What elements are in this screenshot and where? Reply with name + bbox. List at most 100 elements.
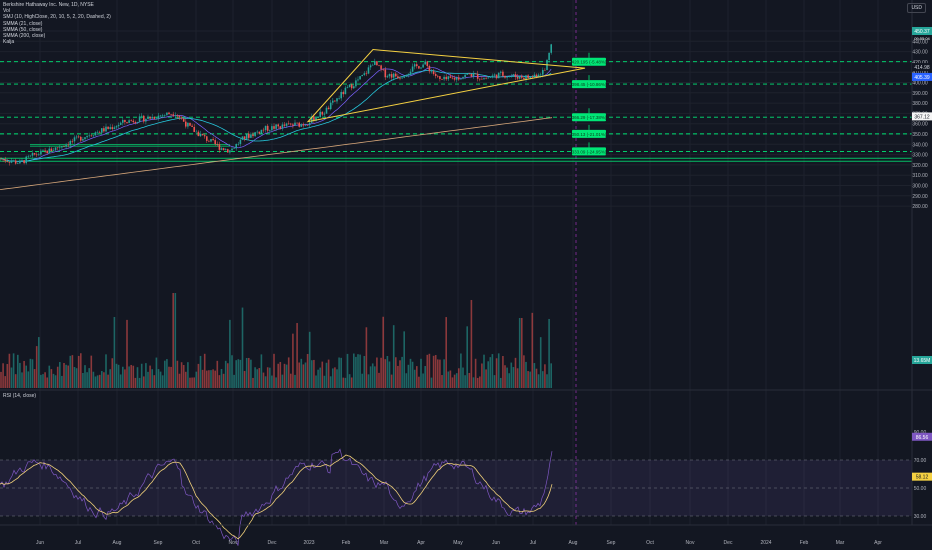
volume-bar <box>25 365 27 388</box>
time-label: Mar <box>836 540 845 546</box>
volume-bar <box>63 362 65 388</box>
candle-body <box>153 116 156 119</box>
candle-body <box>512 74 515 76</box>
volume-bar <box>220 368 223 388</box>
price-tag-low-bg <box>912 112 932 121</box>
candle-body <box>424 61 426 65</box>
volume-bar <box>266 367 269 388</box>
price-tag-blue-bg <box>912 72 932 81</box>
symbol-title[interactable]: Berkshire Hathaway Inc. New, 1D, NYSE <box>3 2 94 8</box>
volume-bar <box>392 325 395 388</box>
volume-bar <box>497 353 500 388</box>
volume-bar <box>506 367 508 388</box>
candle-body <box>443 76 445 80</box>
volume-bar <box>386 355 389 388</box>
indicator-smma-21[interactable]: SMMA (21, close) <box>3 20 43 27</box>
rsi-title[interactable]: RSI (14, close) <box>3 393 37 399</box>
candle-body <box>88 135 90 137</box>
price-tag-mid: 414.98 <box>914 65 930 71</box>
candle-body <box>138 116 141 123</box>
price-label: 440.00 <box>912 39 928 45</box>
candle-body <box>535 74 538 77</box>
candle-body <box>52 150 55 152</box>
volume-bar <box>531 312 534 388</box>
candle-body <box>140 115 143 117</box>
volume-bar <box>176 360 179 388</box>
indicator-smj[interactable]: SMJ (10, HighClose, 20, 10, 5, 2, 20, Da… <box>3 14 111 21</box>
candle-body <box>313 116 315 121</box>
volume-bar <box>229 319 231 388</box>
volume-bar <box>52 373 55 388</box>
indicator-kalja[interactable]: Kalja <box>3 39 15 46</box>
volume-bar <box>283 363 286 388</box>
volume-bar <box>252 377 254 388</box>
candle-body <box>544 69 546 71</box>
volume-bar <box>550 363 552 388</box>
candle-body <box>103 128 105 132</box>
volume-bar <box>542 371 544 388</box>
price-tag-low: 367.12 <box>914 114 930 120</box>
candle-body <box>508 76 510 77</box>
volume-bar <box>302 364 305 388</box>
volume-bar <box>109 369 111 388</box>
price-label: 430.00 <box>912 50 928 56</box>
volume-bar <box>411 361 414 388</box>
triangle-drawing[interactable] <box>306 49 586 123</box>
volume-bar <box>199 355 202 388</box>
candle-body <box>485 78 487 79</box>
volume-bar <box>308 331 311 388</box>
volume-bar <box>214 370 216 388</box>
candle-body <box>48 148 51 154</box>
candle-body <box>453 78 456 80</box>
volume-bar <box>65 364 67 388</box>
candle-body <box>296 122 298 124</box>
candle-body <box>287 123 290 125</box>
volume-bar <box>12 353 15 388</box>
volume-bar <box>388 361 391 388</box>
volume-bar <box>140 363 143 388</box>
volume-bar <box>185 371 187 388</box>
volume-bar <box>323 375 326 388</box>
volume-bar <box>50 369 53 388</box>
candle-body <box>294 122 296 126</box>
indicator-vol[interactable]: Vol <box>3 8 10 15</box>
price-label: 290.00 <box>912 194 928 200</box>
candle-body <box>388 74 391 77</box>
candle-body <box>329 102 332 110</box>
candle-body <box>210 139 212 142</box>
volume-bar <box>287 357 290 388</box>
candle-body <box>279 126 282 129</box>
currency-button[interactable]: USD <box>907 3 926 13</box>
candle-body <box>136 122 139 124</box>
indicator-smma-50[interactable]: SMMA (50, close) <box>3 26 43 33</box>
volume-bar <box>122 366 124 388</box>
volume-bar <box>430 377 433 388</box>
chart-legend: Berkshire Hathaway Inc. New, 1D, NYSE Vo… <box>3 2 111 45</box>
volume-bar <box>182 365 185 388</box>
volume-bar <box>468 372 471 388</box>
level-label: 366.29 (-17.38%) <box>572 115 607 120</box>
volume-bar <box>201 369 204 388</box>
candle-body <box>462 77 464 79</box>
candle-body <box>479 78 481 80</box>
candle-body <box>481 78 483 80</box>
volume-bar <box>29 358 32 388</box>
candle-body <box>271 126 273 131</box>
volume-bar <box>277 363 279 388</box>
volume-bar <box>275 377 277 388</box>
volume-bar <box>145 363 147 388</box>
level-badge <box>572 129 606 138</box>
volume-bar <box>426 354 429 388</box>
candle-body <box>384 69 387 78</box>
volume-bar <box>384 359 387 388</box>
candle-body <box>416 64 418 67</box>
candle-body <box>77 136 80 138</box>
candle-body <box>132 120 135 123</box>
candle-body <box>428 66 431 72</box>
candle-body <box>386 76 389 78</box>
indicator-smma-200[interactable]: SMMA (200, close) <box>3 33 46 40</box>
candle-body <box>493 74 496 76</box>
volume-bar <box>281 374 284 388</box>
candle-body <box>10 161 13 163</box>
